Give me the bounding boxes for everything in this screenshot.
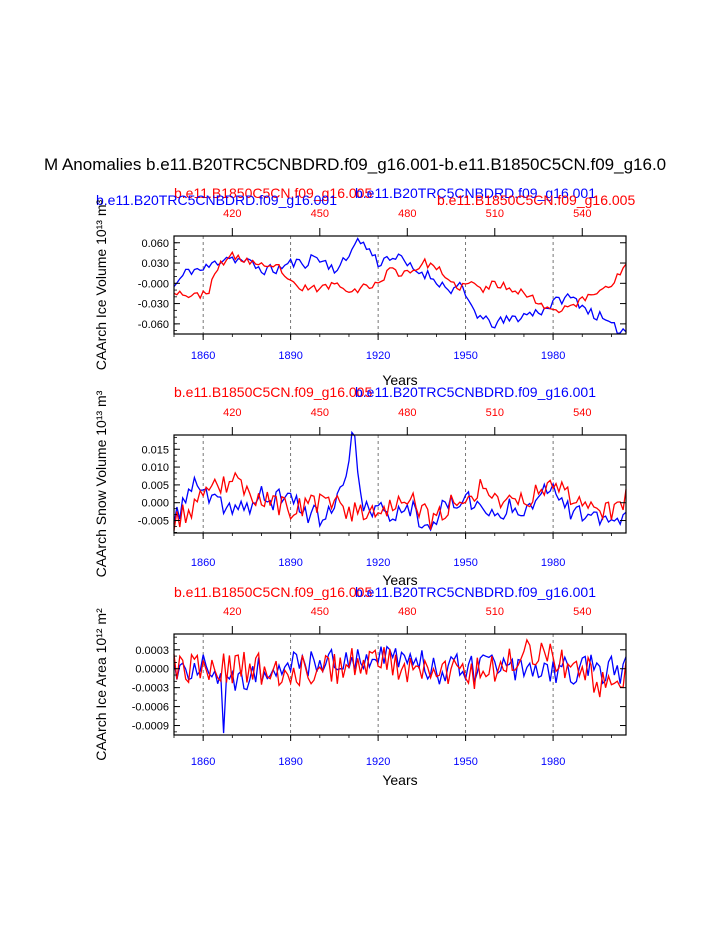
series-line-blue	[173, 645, 627, 734]
x-bottom-tick-label: 1920	[366, 756, 390, 768]
y-tick-label: -0.0003	[132, 683, 169, 695]
top-label-blue: b.e11.B20TRC5CNBDRD.f09_g16.001	[355, 185, 596, 201]
x-top-tick-label: 420	[223, 407, 241, 419]
x-bottom-tick-label: 1920	[366, 350, 390, 362]
series-line-blue	[173, 237, 627, 335]
x-top-tick-label: 510	[486, 208, 504, 220]
top-label-red: b.e11.B1850C5CN.f09_g16.005	[174, 185, 372, 201]
series-line-red	[173, 471, 627, 531]
x-axis-label: Years	[382, 772, 417, 788]
x-top-tick-label: 450	[311, 606, 329, 618]
x-top-tick-label: 420	[223, 208, 241, 220]
y-axis-label: CAArch Ice Volume 10¹³ m³	[93, 199, 109, 370]
x-bottom-tick-label: 1920	[366, 557, 390, 569]
series-line-red	[173, 250, 627, 314]
x-bottom-tick-label: 1860	[191, 756, 215, 768]
x-axis-label: Years	[382, 572, 417, 588]
x-top-tick-label: 540	[573, 407, 591, 419]
y-tick-label: 0.030	[141, 258, 169, 270]
x-bottom-tick-label: 1950	[453, 350, 477, 362]
x-top-tick-label: 540	[573, 606, 591, 618]
x-axis-label: Years	[382, 372, 417, 388]
plot-frame	[173, 633, 627, 736]
x-top-tick-label: 420	[223, 606, 241, 618]
label-row-a-red: b.e11.B1850C5CN.f09_g16.005	[437, 192, 635, 208]
y-tick-label: 0.0000	[135, 664, 169, 676]
x-bottom-tick-label: 1890	[278, 756, 302, 768]
y-tick-label: -0.005	[138, 516, 169, 528]
y-tick-label: -0.000	[138, 278, 169, 290]
x-top-tick-label: 480	[398, 407, 416, 419]
x-bottom-tick-label: 1890	[278, 350, 302, 362]
x-bottom-tick-label: 1980	[541, 350, 565, 362]
y-tick-label: -0.060	[138, 319, 169, 331]
x-bottom-tick-label: 1860	[191, 350, 215, 362]
y-tick-label: 0.000	[141, 498, 169, 510]
x-bottom-tick-label: 1980	[541, 557, 565, 569]
top-label-blue: b.e11.B20TRC5CNBDRD.f09_g16.001	[355, 384, 596, 400]
x-top-tick-label: 540	[573, 208, 591, 220]
top-label-blue: b.e11.B20TRC5CNBDRD.f09_g16.001	[355, 584, 596, 600]
top-label-red: b.e11.B1850C5CN.f09_g16.005	[174, 384, 372, 400]
y-axis-label: CAArch Snow Volume 10¹³ m³	[93, 390, 109, 577]
x-top-tick-label: 480	[398, 208, 416, 220]
x-bottom-tick-label: 1950	[453, 557, 477, 569]
y-tick-label: 0.005	[141, 480, 169, 492]
y-tick-label: 0.0003	[135, 645, 169, 657]
page-title: M Anomalies b.e11.B20TRC5CNBDRD.f09_g16.…	[44, 155, 666, 174]
plot-frame	[173, 434, 627, 534]
x-top-tick-label: 510	[486, 606, 504, 618]
y-tick-label: -0.030	[138, 299, 169, 311]
x-top-tick-label: 510	[486, 407, 504, 419]
x-bottom-tick-label: 1860	[191, 557, 215, 569]
y-tick-label: -0.0009	[132, 721, 169, 733]
y-tick-label: 0.015	[141, 444, 169, 456]
top-label-red: b.e11.B1850C5CN.f09_g16.005	[174, 584, 372, 600]
x-top-tick-label: 480	[398, 606, 416, 618]
x-top-tick-label: 450	[311, 407, 329, 419]
y-axis-label: CAArch Ice Area 10¹² m²	[93, 608, 109, 761]
series-line-blue	[173, 430, 627, 532]
y-tick-label: 0.010	[141, 462, 169, 474]
label-row-a-blue: b.e11.B20TRC5CNBDRD.f09_g16.001	[96, 192, 337, 208]
y-tick-label: -0.0006	[132, 702, 169, 714]
y-tick-label: 0.060	[141, 238, 169, 250]
x-bottom-tick-label: 1980	[541, 756, 565, 768]
series-line-red	[173, 638, 627, 698]
x-bottom-tick-label: 1950	[453, 756, 477, 768]
x-bottom-tick-label: 1890	[278, 557, 302, 569]
plot-frame	[173, 235, 627, 335]
x-top-tick-label: 450	[311, 208, 329, 220]
